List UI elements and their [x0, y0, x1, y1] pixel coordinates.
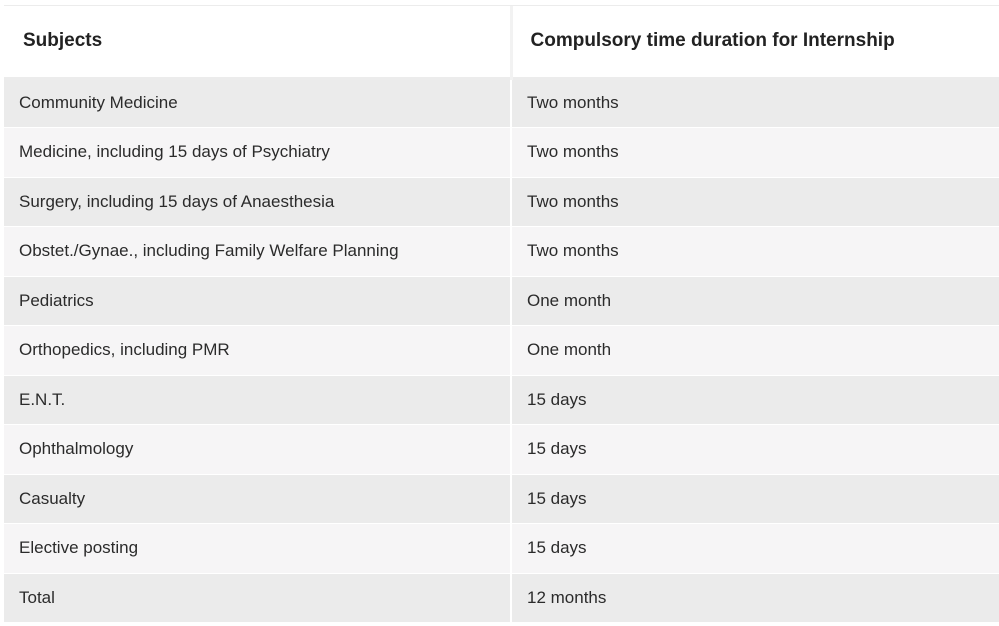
- table-row: Surgery, including 15 days of Anaesthesi…: [4, 177, 999, 227]
- table-row: Community Medicine Two months: [4, 78, 999, 128]
- table-row: Orthopedics, including PMR One month: [4, 325, 999, 375]
- subject-cell: Pediatrics: [19, 290, 94, 310]
- header-duration: Compulsory time duration for Internship: [509, 6, 999, 78]
- table-row: Pediatrics One month: [4, 276, 999, 326]
- subject-cell: E.N.T.: [19, 389, 66, 409]
- duration-cell: One month: [510, 325, 999, 375]
- table-row: Casualty 15 days: [4, 474, 999, 524]
- table-header: Subjects Compulsory time duration for In…: [4, 6, 999, 78]
- subject-cell: Surgery, including 15 days of Anaesthesi…: [19, 191, 335, 211]
- duration-cell: Two months: [510, 226, 999, 276]
- internship-duration-table: Subjects Compulsory time duration for In…: [4, 6, 999, 623]
- duration-cell: One month: [510, 276, 999, 326]
- table-row: Ophthalmology 15 days: [4, 424, 999, 474]
- total-label-cell: Total: [19, 587, 55, 607]
- header-subjects: Subjects: [23, 30, 103, 52]
- total-duration-cell: 12 months: [510, 573, 999, 623]
- duration-cell: 15 days: [510, 523, 999, 573]
- table-row: Obstet./Gynae., including Family Welfare…: [4, 226, 999, 276]
- total-row: Total 12 months: [4, 573, 999, 623]
- subject-cell: Community Medicine: [19, 93, 178, 113]
- subject-cell: Orthopedics, including PMR: [19, 340, 230, 360]
- duration-cell: 15 days: [510, 474, 999, 524]
- header-row: Subjects Compulsory time duration for In…: [4, 6, 999, 78]
- subject-cell: Ophthalmology: [19, 439, 134, 459]
- duration-cell: Two months: [510, 127, 999, 177]
- duration-cell: 15 days: [510, 375, 999, 425]
- table-body: Community Medicine Two months Medicine, …: [4, 78, 999, 623]
- subject-cell: Elective posting: [19, 538, 139, 558]
- table-row: Medicine, including 15 days of Psychiatr…: [4, 127, 999, 177]
- subject-cell: Obstet./Gynae., including Family Welfare…: [19, 241, 399, 261]
- table-row: Elective posting 15 days: [4, 523, 999, 573]
- subject-cell: Medicine, including 15 days of Psychiatr…: [19, 142, 330, 162]
- subject-cell: Casualty: [19, 488, 86, 508]
- duration-cell: Two months: [510, 78, 999, 128]
- duration-cell: Two months: [510, 177, 999, 227]
- table-row: E.N.T. 15 days: [4, 375, 999, 425]
- duration-cell: 15 days: [510, 424, 999, 474]
- internship-duration-table-container: Subjects Compulsory time duration for In…: [4, 5, 999, 626]
